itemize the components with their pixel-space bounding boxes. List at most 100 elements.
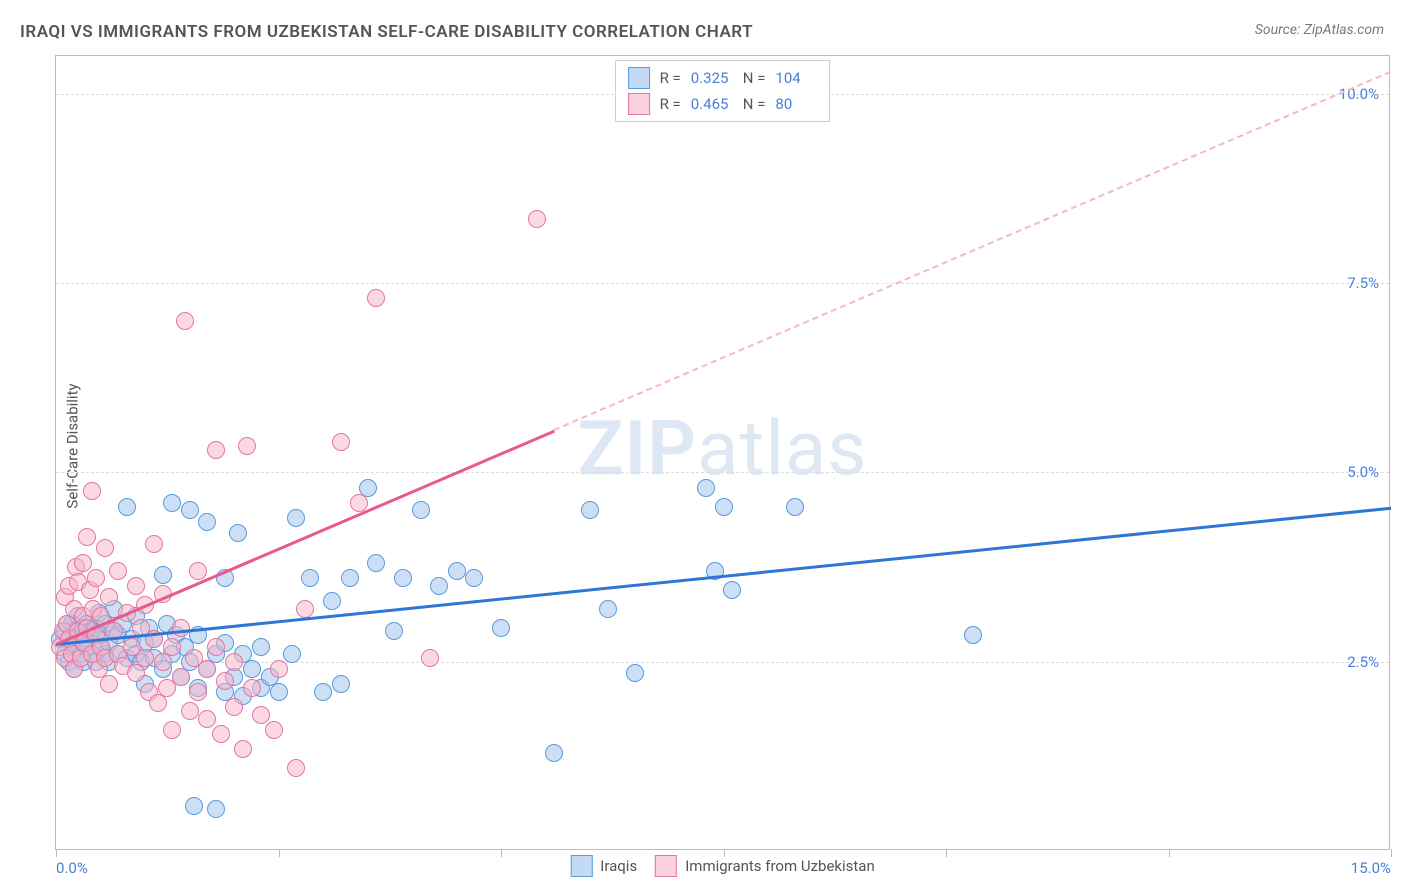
data-point xyxy=(198,513,216,531)
data-point xyxy=(163,638,181,656)
data-point xyxy=(207,800,225,818)
data-point xyxy=(136,649,154,667)
stats-row: R = 0.465 N = 80 xyxy=(628,91,818,117)
data-point xyxy=(163,721,181,739)
data-point xyxy=(100,675,118,693)
data-point xyxy=(238,437,256,455)
data-point xyxy=(265,721,283,739)
series-legend: Iraqis Immigrants from Uzbekistan xyxy=(570,855,874,877)
data-point xyxy=(599,600,617,618)
data-point xyxy=(234,740,252,758)
data-point xyxy=(697,479,715,497)
stat-n-label: N = xyxy=(743,95,766,113)
data-point xyxy=(448,562,466,580)
data-point xyxy=(301,569,319,587)
legend-label: Iraqis xyxy=(600,857,637,875)
data-point xyxy=(341,569,359,587)
y-tick-label: 2.5% xyxy=(1347,653,1379,671)
data-point xyxy=(323,592,341,610)
data-point xyxy=(252,706,270,724)
watermark-atlas: atlas xyxy=(697,403,867,493)
data-point xyxy=(545,744,563,762)
data-point xyxy=(87,569,105,587)
legend-swatch xyxy=(570,855,592,877)
legend-label: Immigrants from Uzbekistan xyxy=(685,857,875,875)
x-tick-label-right: 15.0% xyxy=(1351,859,1391,877)
data-point xyxy=(243,660,261,678)
data-point xyxy=(314,683,332,701)
data-point xyxy=(287,509,305,527)
x-tick xyxy=(501,849,502,857)
data-point xyxy=(528,210,546,228)
stat-r-label: R = xyxy=(660,69,681,87)
trendline-blue xyxy=(56,507,1391,646)
data-point xyxy=(492,619,510,637)
data-point xyxy=(118,498,136,516)
chart-container: IRAQI VS IMMIGRANTS FROM UZBEKISTAN SELF… xyxy=(0,0,1406,892)
stat-r-label: R = xyxy=(660,95,681,113)
data-point xyxy=(189,562,207,580)
data-point xyxy=(715,498,733,516)
y-tick-label: 10.0% xyxy=(1339,85,1379,103)
data-point xyxy=(109,562,127,580)
data-point xyxy=(723,581,741,599)
data-point xyxy=(185,797,203,815)
data-point xyxy=(412,501,430,519)
data-point xyxy=(216,672,234,690)
data-point xyxy=(78,528,96,546)
data-point xyxy=(964,626,982,644)
data-point xyxy=(367,554,385,572)
x-tick xyxy=(1391,849,1392,857)
x-tick xyxy=(279,849,280,857)
data-point xyxy=(181,501,199,519)
data-point xyxy=(181,702,199,720)
data-point xyxy=(367,289,385,307)
data-point xyxy=(145,535,163,553)
data-point xyxy=(225,698,243,716)
data-point xyxy=(786,498,804,516)
legend-swatch xyxy=(628,67,650,89)
legend-item: Iraqis xyxy=(570,855,637,877)
data-point xyxy=(127,577,145,595)
stat-n-label: N = xyxy=(743,69,766,87)
legend-swatch xyxy=(655,855,677,877)
y-tick-label: 5.0% xyxy=(1347,463,1379,481)
data-point xyxy=(212,725,230,743)
watermark-zip: ZIP xyxy=(578,403,698,493)
x-tick xyxy=(1169,849,1170,857)
data-point xyxy=(198,660,216,678)
data-point xyxy=(421,649,439,667)
data-point xyxy=(465,569,483,587)
stat-r-value: 0.465 xyxy=(691,95,733,113)
data-point xyxy=(626,664,644,682)
data-point xyxy=(252,638,270,656)
stat-n-value: 80 xyxy=(775,95,817,113)
data-point xyxy=(225,653,243,671)
stats-row: R = 0.325 N = 104 xyxy=(628,65,818,91)
data-point xyxy=(283,645,301,663)
data-point xyxy=(287,759,305,777)
data-point xyxy=(394,569,412,587)
data-point xyxy=(198,710,216,728)
stat-r-value: 0.325 xyxy=(691,69,733,87)
watermark: ZIPatlas xyxy=(578,403,868,493)
data-point xyxy=(296,600,314,618)
data-point xyxy=(430,577,448,595)
plot-area: ZIPatlas 2.5%5.0%7.5%10.0%0.0%15.0%R =0.… xyxy=(55,55,1390,850)
x-tick xyxy=(56,849,57,857)
data-point xyxy=(243,679,261,697)
gridline xyxy=(56,472,1389,473)
x-tick-label-left: 0.0% xyxy=(56,859,88,877)
stat-n-value: 104 xyxy=(775,69,817,87)
gridline xyxy=(56,283,1389,284)
data-point xyxy=(74,554,92,572)
data-point xyxy=(332,433,350,451)
data-point xyxy=(100,588,118,606)
data-point xyxy=(270,683,288,701)
data-point xyxy=(229,524,247,542)
data-point xyxy=(581,501,599,519)
source-label: Source: ZipAtlas.com xyxy=(1255,22,1384,38)
data-point xyxy=(332,675,350,693)
chart-title: IRAQI VS IMMIGRANTS FROM UZBEKISTAN SELF… xyxy=(20,22,753,42)
data-point xyxy=(176,312,194,330)
